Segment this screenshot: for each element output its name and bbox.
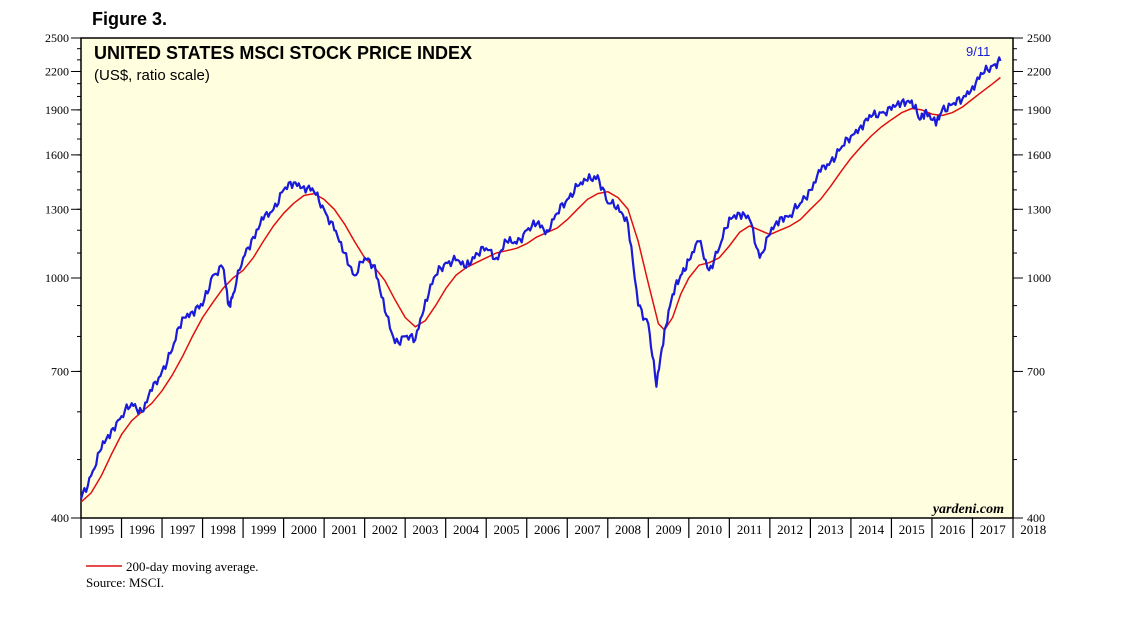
x-tick-label: 2010 (696, 522, 722, 537)
y-tick-label-right: 1300 (1027, 202, 1051, 216)
y-tick-label-right: 2200 (1027, 64, 1051, 78)
x-tick-label: 2012 (777, 522, 803, 537)
y-tick-label-left: 700 (51, 364, 69, 378)
y-tick-label-left: 2500 (45, 31, 69, 45)
y-tick-label-right: 700 (1027, 364, 1045, 378)
x-tick-label: 2013 (818, 522, 844, 537)
x-tick-label: 2005 (493, 522, 519, 537)
x-tick-label: 2018 (1020, 522, 1046, 537)
x-tick-label: 1998 (210, 522, 236, 537)
y-tick-label-left: 1300 (45, 202, 69, 216)
y-tick-label-left: 2200 (45, 64, 69, 78)
x-tick-label: 2004 (453, 522, 480, 537)
x-tick-label: 2007 (575, 522, 602, 537)
chart-title: UNITED STATES MSCI STOCK PRICE INDEX (94, 43, 472, 63)
y-tick-label-right: 1900 (1027, 103, 1051, 117)
x-tick-label: 2017 (980, 522, 1007, 537)
figure-label: Figure 3. (92, 9, 168, 29)
y-tick-label-right: 2500 (1027, 31, 1051, 45)
y-tick-label-left: 1600 (45, 148, 69, 162)
x-tick-label: 2002 (372, 522, 398, 537)
index-series-line (79, 56, 1002, 500)
x-tick-label: 2000 (291, 522, 317, 537)
x-tick-label: 1996 (129, 522, 156, 537)
watermark: yardeni.com (931, 502, 1004, 517)
x-tick-label: 1999 (250, 522, 276, 537)
y-axis-right: 400 700 1000 1300 1600 1900 2200 2500 (1013, 31, 1051, 525)
x-tick-label: 2006 (534, 522, 561, 537)
y-tick-label-right: 1000 (1027, 271, 1051, 285)
x-tick-label: 2015 (899, 522, 925, 537)
y-tick-label-right: 1600 (1027, 148, 1051, 162)
y-tick-label-left: 1000 (45, 271, 69, 285)
x-tick-label: 1997 (169, 522, 196, 537)
x-tick-label: 2011 (737, 522, 763, 537)
x-tick-label: 2003 (412, 522, 438, 537)
y-tick-label-right: 400 (1027, 511, 1045, 525)
y-axis-left: 400 700 1000 1300 1600 1900 2200 2500 (45, 31, 81, 525)
series-layer (79, 56, 1002, 503)
legend-entry: 200-day moving average. (126, 559, 258, 574)
x-tick-label: 2001 (331, 522, 357, 537)
y-tick-label-left: 1900 (45, 103, 69, 117)
y-tick-label-left: 400 (51, 511, 69, 525)
last-value-label: 9/11 (966, 44, 990, 59)
chart-subtitle: (US$, ratio scale) (94, 67, 210, 84)
x-tick-label: 2009 (656, 522, 682, 537)
x-tick-label: 2014 (858, 522, 885, 537)
x-tick-label: 2016 (939, 522, 966, 537)
x-tick-label: 2008 (615, 522, 641, 537)
plot-area (80, 37, 1014, 519)
x-tick-label: 1995 (88, 522, 114, 537)
source-note: Source: MSCI. (86, 575, 164, 590)
x-axis: 1995 1996 1997 1998 1999 2000 2001 2002 2003 2004… (80, 518, 1046, 538)
